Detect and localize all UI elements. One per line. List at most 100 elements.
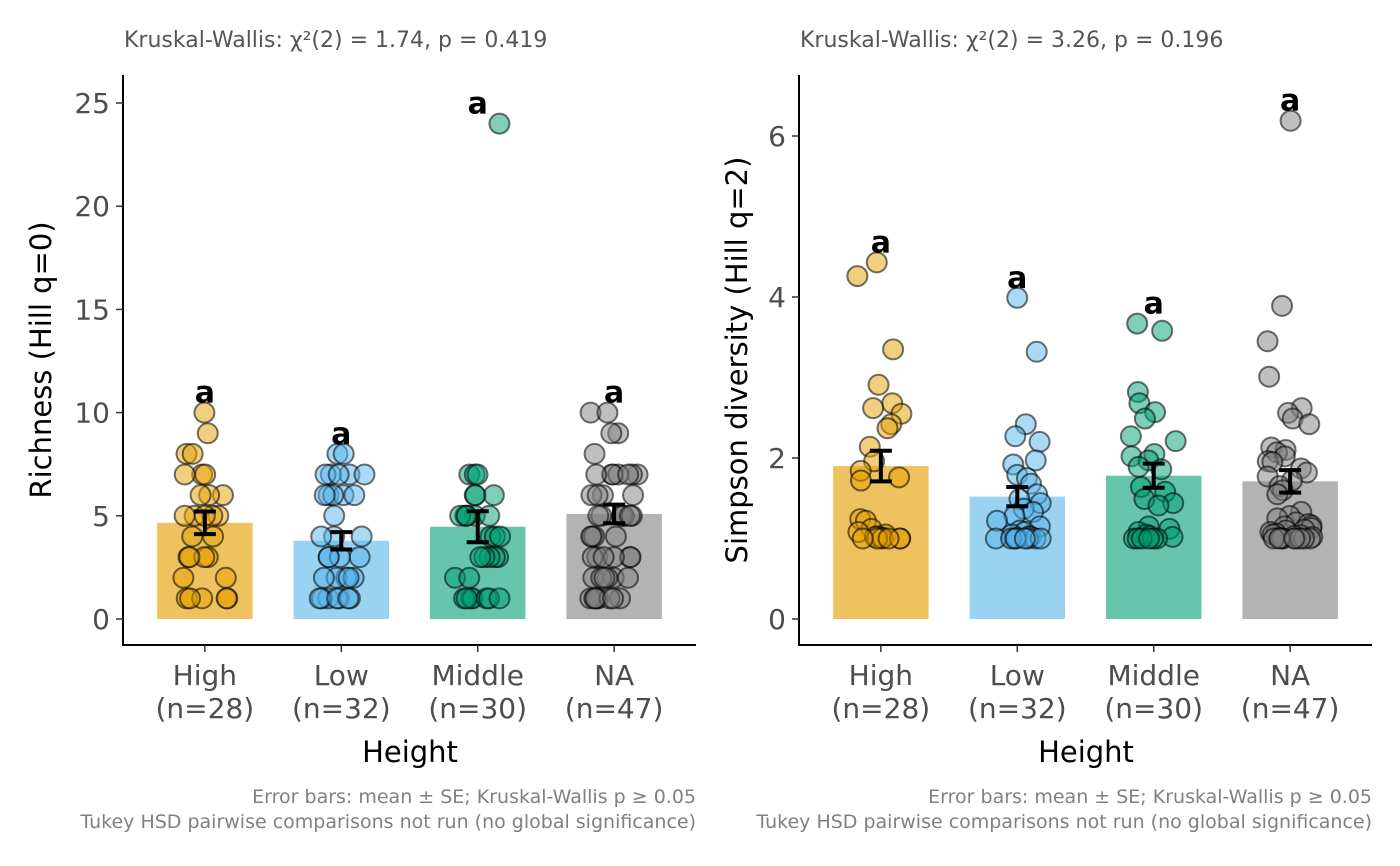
simpson-point-high [888,466,911,489]
simpson-error-bars [869,448,1302,509]
richness-point-low [353,463,376,486]
richness-y-tick-label: 10 [74,397,110,430]
richness-error-bar-high [193,509,216,537]
simpson-point-na [1298,413,1321,436]
richness-point-low [343,484,366,507]
richness-point-high [181,442,204,465]
simpson-x-tick-label-na: (n=47) [1241,692,1340,725]
richness-x-tick-label-high: High [173,659,237,692]
richness-x-tick-label-na: (n=47) [565,692,664,725]
simpson-point-na [1271,294,1294,317]
richness-y-tick-label: 15 [74,293,110,326]
simpson-point-low [1024,449,1047,472]
richness-point-middle [455,587,478,610]
richness-point-low [332,442,355,465]
richness-point-low [312,566,335,589]
richness-error-bars [193,502,626,552]
richness-point-na [583,442,606,465]
richness-point-na [618,504,641,527]
simpson-x-tick-label-high: (n=28) [832,692,931,725]
richness-point-high [189,484,212,507]
richness-point-low [317,546,340,569]
simpson-point-middle [1138,527,1161,550]
simpson-x-tick-label-na: NA [1270,659,1310,692]
richness-point-high [194,463,217,486]
simpson-bars [833,466,1338,619]
richness-error-bar-na [603,502,626,526]
richness-subtitle: Kruskal-Wallis: χ²(2) = 1.74, p = 0.419 [124,28,547,53]
richness-sig-letter-low: a [331,417,351,452]
richness-y-tick-label: 20 [74,190,110,223]
richness-x-tick-label-na: NA [594,659,634,692]
simpson-point-middle [1119,425,1142,448]
simpson-error-bar-na [1279,468,1302,495]
simpson-x-tick-label-middle: Middle [1107,659,1200,692]
simpson-subtitle: Kruskal-Wallis: χ²(2) = 3.26, p = 0.196 [800,28,1223,53]
simpson-point-na [1256,330,1279,353]
richness-point-low [337,566,360,589]
simpson-point-high [867,373,890,396]
simpson-sig-letter-high: a [871,225,891,260]
richness-y-tick-label: 5 [92,500,110,533]
richness-point-na [604,525,627,548]
simpson-point-high [876,417,899,440]
richness-point-middle [455,504,478,527]
richness-point-middle [488,112,511,135]
richness-x-tick-label-high: (n=28) [156,692,255,725]
simpson-point-high [862,397,885,420]
richness-error-bar-low [330,530,353,552]
simpson-point-middle [1133,407,1156,430]
simpson-point-low [1028,430,1051,453]
richness-x-axis-title: Height [362,735,458,769]
simpson-point-low [1013,527,1036,550]
simpson-points [846,109,1324,550]
simpson-sig-letters: a a a a [871,84,1301,322]
simpson-point-middle [1147,494,1170,517]
richness-point-high [173,463,196,486]
simpson-caption-line-1: Error bars: mean ± SE; Kruskal-Wallis p … [928,786,1372,808]
richness-point-na [600,422,623,445]
simpson-sig-letter-na: a [1280,84,1300,119]
richness-point-low [310,525,333,548]
simpson-point-low [1004,425,1027,448]
richness-sig-letter-middle: a [468,87,488,122]
simpson-caption-line-2: Tukey HSD pairwise comparisons not run (… [755,811,1372,833]
richness-x-ticks: High(n=28) Low(n=32) Middle(n=30) NA(n=47) [156,645,664,725]
richness-point-na [617,566,640,589]
richness-error-bar-middle [466,509,489,545]
richness-point-na [585,463,608,486]
richness-point-middle [464,484,487,507]
richness-sig-letter-high: a [195,376,215,411]
richness-point-high [214,566,237,589]
richness-point-low [350,525,373,548]
richness-point-high [193,401,216,424]
simpson-sig-letter-middle: a [1144,287,1164,322]
simpson-bar-na [1242,481,1338,619]
simpson-y-tick-label: 2 [768,442,786,475]
richness-point-middle [478,504,501,527]
richness-point-na [593,566,616,589]
richness-point-high [181,525,204,548]
simpson-point-na [1283,527,1306,550]
richness-y-tick-label: 0 [92,603,110,636]
richness-point-middle [466,463,489,486]
richness-point-na [586,484,609,507]
simpson-point-high [877,527,900,550]
richness-panel: Kruskal-Wallis: χ²(2) = 1.74, p = 0.419 … [24,28,696,833]
richness-point-low [327,463,350,486]
richness-point-low [337,587,360,610]
simpson-point-low [1025,340,1048,363]
simpson-axes [798,75,1372,646]
richness-y-ticks: 0 5 10 15 20 25 [74,87,123,636]
simpson-y-ticks: 0 2 4 6 [768,120,799,636]
simpson-point-high [882,338,905,361]
simpson-point-high [851,527,874,550]
richness-point-na [596,401,619,424]
simpson-panel: Kruskal-Wallis: χ²(2) = 3.26, p = 0.196 … [720,28,1372,833]
simpson-y-axis-title: Simpson diversity (Hill q=2) [720,157,754,564]
simpson-point-na [1258,365,1281,388]
richness-point-middle [489,525,512,548]
richness-caption-line-1: Error bars: mean ± SE; Kruskal-Wallis p … [252,786,696,808]
simpson-y-tick-label: 4 [768,281,786,314]
